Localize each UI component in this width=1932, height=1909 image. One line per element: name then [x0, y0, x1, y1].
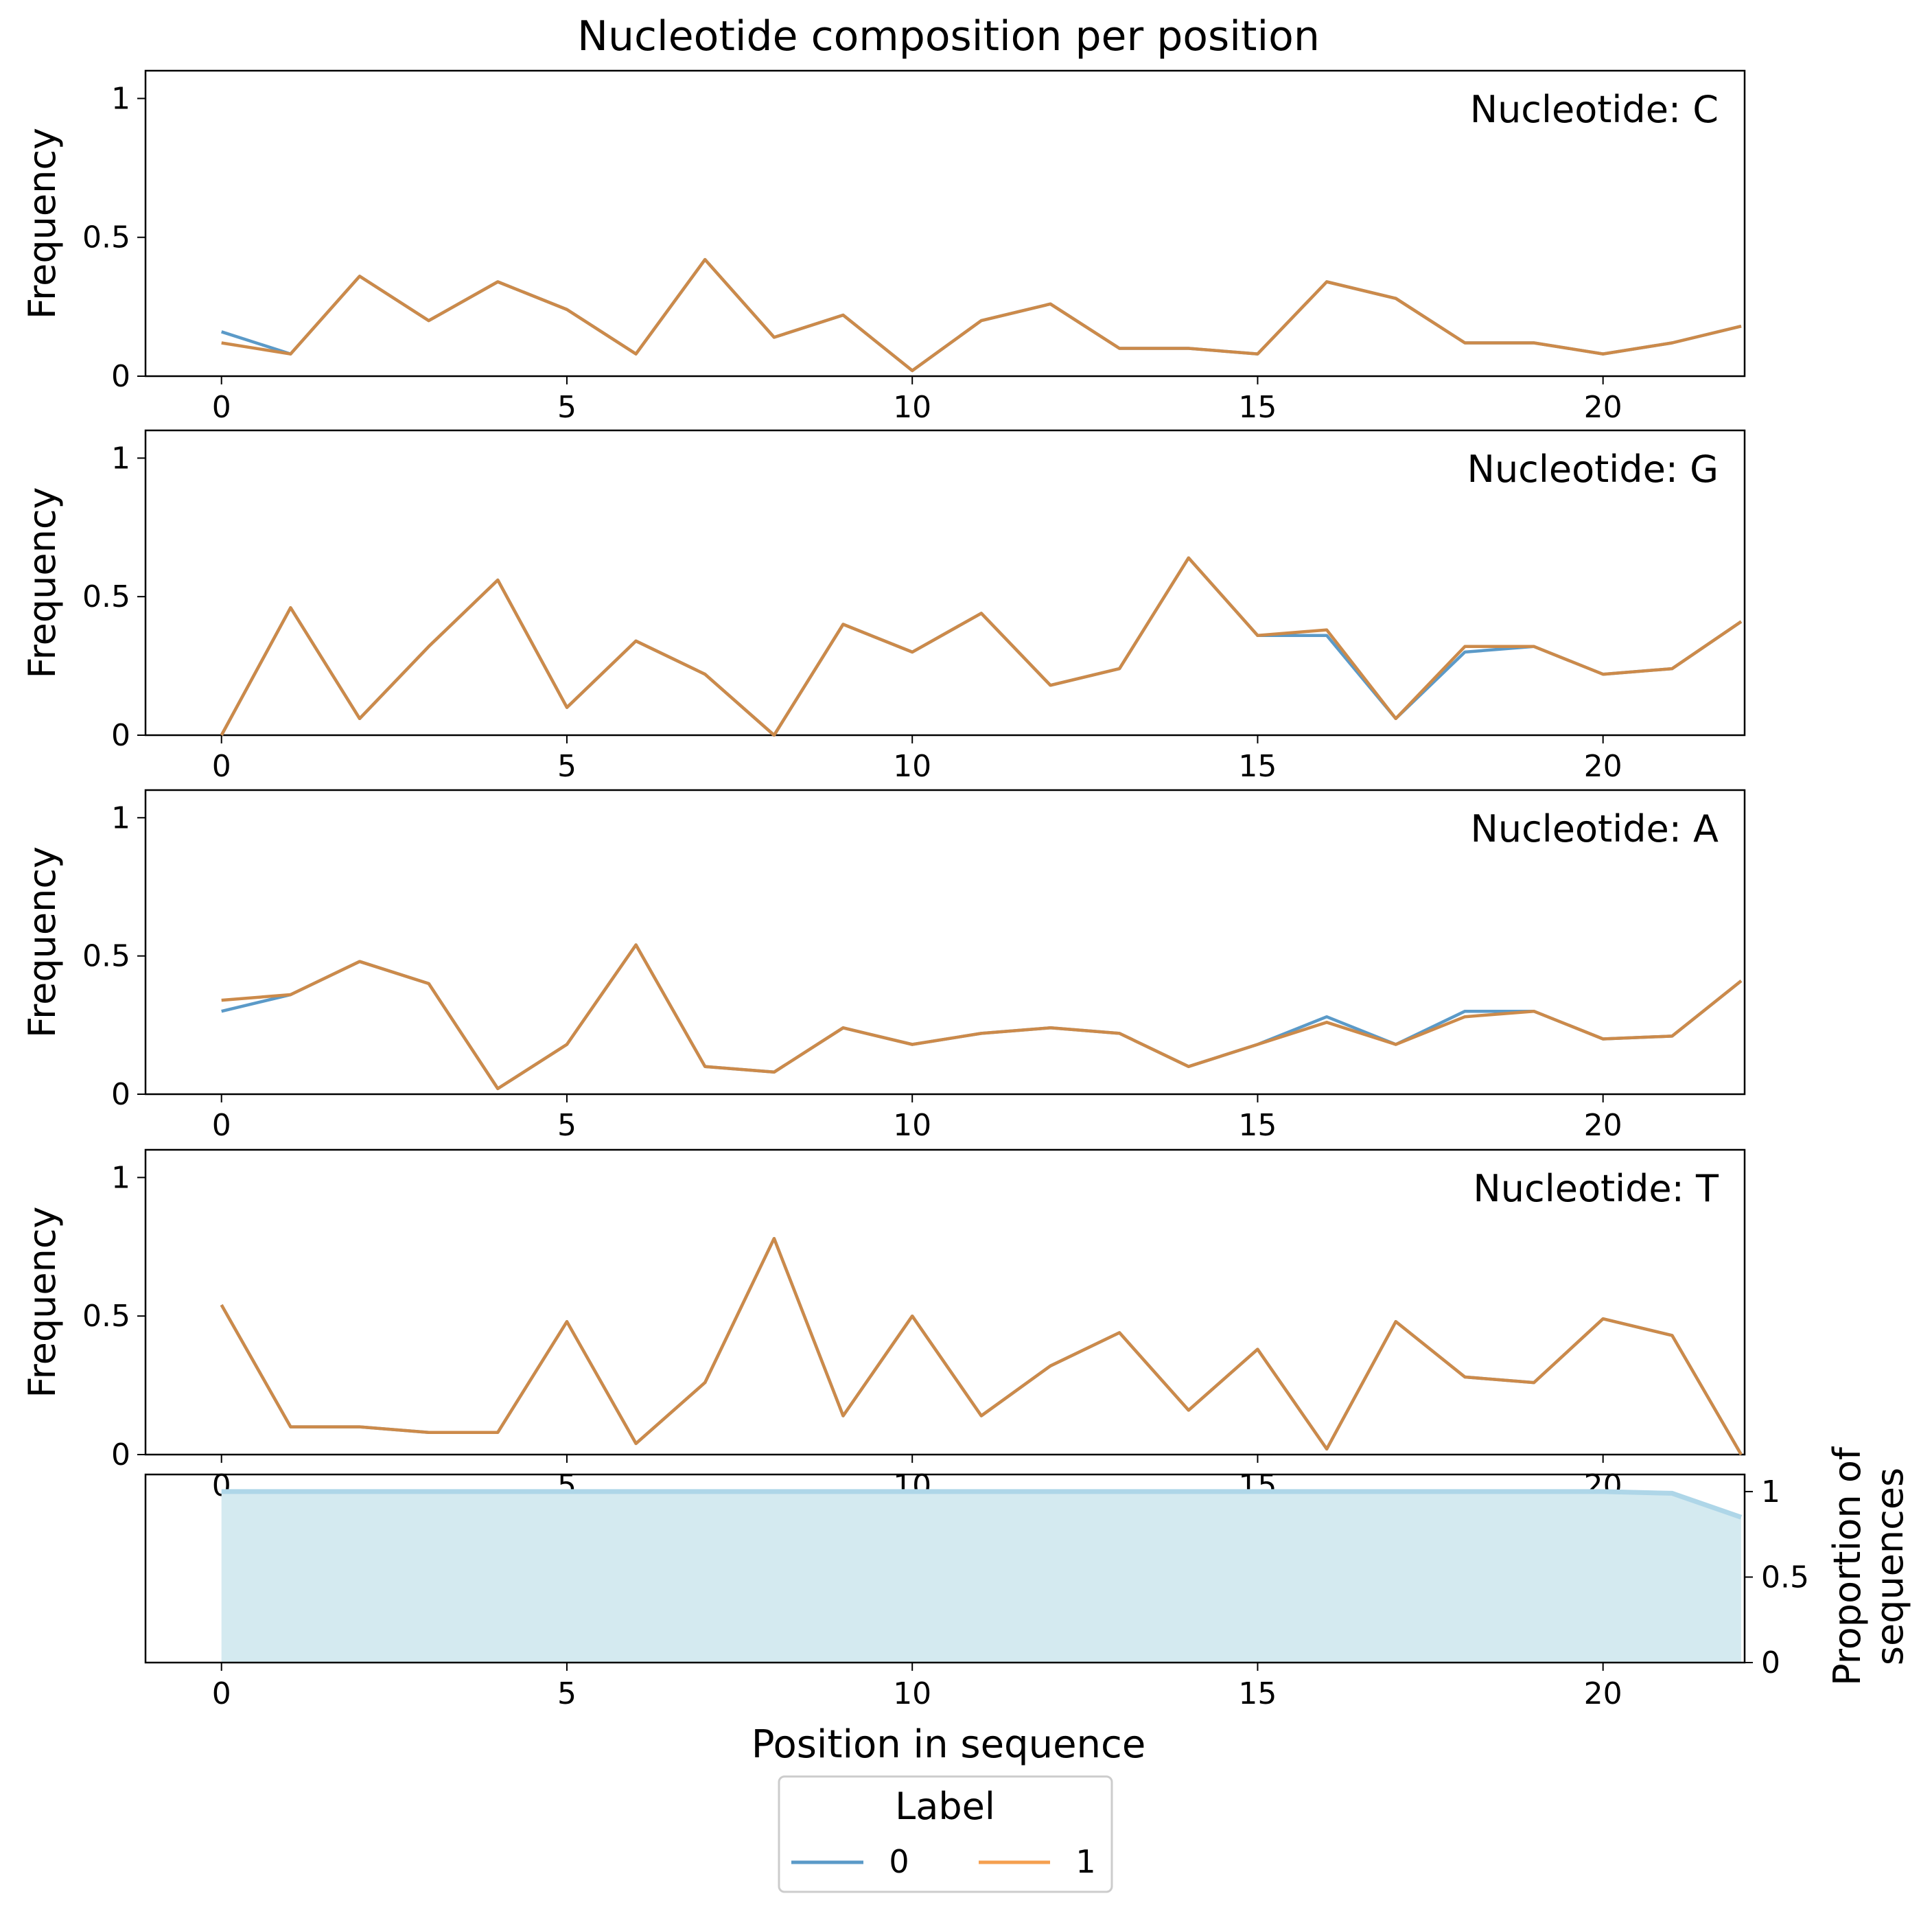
legend-title: Label [895, 1785, 995, 1828]
proportion-panel-xtick-label-3: 15 [1238, 1676, 1277, 1711]
panel-4-ytick-label-0: 0 [111, 1437, 130, 1472]
proportion-panel-xtick-label-0: 0 [212, 1676, 231, 1711]
proportion-line [221, 1489, 1743, 1520]
proportion-panel-xtick-label-2: 10 [893, 1676, 931, 1711]
panel-1-xtick-label-3: 15 [1238, 390, 1277, 425]
panel-1-frame [144, 69, 1746, 378]
panel-3-series-1-line [221, 943, 1743, 1091]
panel-1-xtick-label-4: 20 [1584, 390, 1622, 425]
panel-3-y-axis-label: Frequency [21, 846, 64, 1038]
proportion-area [221, 1491, 1742, 1663]
proportion-y-axis-label: Proportion ofsequences [1826, 1446, 1911, 1686]
legend-entry-0: 0 [889, 1843, 909, 1880]
panel-2-xtick-label-1: 5 [557, 749, 577, 784]
panel-2-ytick-label-0: 0 [111, 718, 130, 753]
panel-2-y-axis-label: Frequency [21, 487, 64, 679]
panel-3-xtick-label-0: 0 [212, 1108, 231, 1143]
chart-title: Nucleotide composition per position [577, 12, 1320, 60]
panel-1-nucleotide-label: Nucleotide: C [1470, 88, 1719, 131]
panel-1-series-0-line [221, 257, 1742, 373]
panel-2-xtick-label-0: 0 [212, 749, 231, 784]
legend: Label 0 1 [778, 1775, 1113, 1893]
proportion-panel-xtick-label-4: 20 [1584, 1676, 1622, 1711]
panel-3-nucleotide-label: Nucleotide: A [1470, 807, 1719, 851]
panel-3-xtick-label-2: 10 [893, 1108, 931, 1143]
panel-4-frame [144, 1148, 1746, 1456]
panel-2-xtick-label-3: 15 [1238, 749, 1277, 784]
panel-3-ytick-label-2: 1 [111, 800, 130, 835]
panel-3-ytick-label-1: 0.5 [82, 939, 130, 974]
proportion-y-axis-label-line-0: Proportion of [1826, 1446, 1869, 1686]
panel-4-nucleotide-label: Nucleotide: T [1473, 1167, 1719, 1210]
panel-1-xtick-label-1: 5 [557, 390, 577, 425]
proportion-panel-xtick-label-1: 5 [557, 1676, 577, 1711]
panel-3-ytick-label-0: 0 [111, 1077, 130, 1112]
panel-1-ytick-label-0: 0 [111, 359, 130, 394]
panel-3-xtick-label-3: 15 [1238, 1108, 1277, 1143]
panel-1-y-axis-label: Frequency [21, 128, 64, 319]
panel-4-ytick-label-1: 0.5 [82, 1299, 130, 1334]
panel-2-xtick-label-2: 10 [893, 749, 931, 784]
panel-3-xtick-label-1: 5 [557, 1108, 577, 1143]
panel-4-series-0-line [220, 1236, 1743, 1456]
proportion-y-axis-label-line-1: sequences [1868, 1468, 1911, 1665]
legend-entry-1: 1 [1075, 1843, 1095, 1880]
panel-1-series-1-line [221, 257, 1742, 373]
panel-4-ytick-label-2: 1 [111, 1160, 130, 1195]
panel-1-xtick-label-2: 10 [893, 390, 931, 425]
panel-2-ytick-label-1: 0.5 [82, 579, 130, 614]
panel-2-nucleotide-label: Nucleotide: G [1467, 448, 1719, 491]
panel-4-y-axis-label: Frequency [21, 1207, 64, 1398]
x-axis-label: Position in sequence [752, 1722, 1146, 1767]
proportion-ytick-label-1: 0.5 [1761, 1560, 1809, 1595]
panel-2-series-1-line [220, 556, 1743, 737]
panel-1-ytick-label-2: 1 [111, 81, 130, 116]
panel-2-xtick-label-4: 20 [1584, 749, 1622, 784]
panel-3-frame [144, 789, 1746, 1096]
panel-1-ytick-label-1: 0.5 [82, 220, 130, 255]
proportion-panel-frame [144, 1473, 1746, 1664]
proportion-ytick-label-2: 1 [1761, 1474, 1780, 1509]
panel-3-xtick-label-4: 20 [1584, 1108, 1622, 1143]
panel-2-ytick-label-2: 1 [111, 441, 130, 476]
panel-2-frame [144, 429, 1746, 737]
proportion-ytick-label-0: 0 [1761, 1645, 1780, 1680]
panel-4-series-1-line [220, 1236, 1743, 1456]
panel-1-xtick-label-0: 0 [212, 390, 231, 425]
